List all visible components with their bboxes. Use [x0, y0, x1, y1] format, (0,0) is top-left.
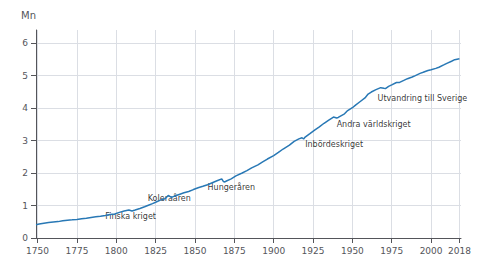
svg-text:5: 5 — [22, 71, 28, 81]
svg-text:1975: 1975 — [380, 246, 403, 256]
svg-text:1925: 1925 — [302, 246, 325, 256]
svg-text:Andra världskriget: Andra världskriget — [337, 120, 411, 129]
svg-text:Finska kriget: Finska kriget — [105, 212, 156, 221]
svg-text:1950: 1950 — [341, 246, 364, 256]
svg-text:1750: 1750 — [26, 246, 49, 256]
svg-text:1800: 1800 — [105, 246, 128, 256]
svg-text:4: 4 — [22, 103, 28, 113]
svg-text:2018: 2018 — [448, 246, 471, 256]
svg-text:6: 6 — [22, 38, 28, 48]
svg-text:3: 3 — [22, 136, 28, 146]
svg-text:Utvandring till Sverige: Utvandring till Sverige — [378, 94, 468, 103]
svg-text:2: 2 — [22, 168, 28, 178]
svg-text:Mn: Mn — [21, 10, 36, 21]
svg-text:Inbördeskriget: Inbördeskriget — [305, 140, 363, 149]
svg-text:1: 1 — [22, 201, 28, 211]
svg-text:2000: 2000 — [420, 246, 443, 256]
svg-text:0: 0 — [22, 233, 28, 243]
svg-text:Hungeråren: Hungeråren — [208, 182, 255, 192]
svg-text:Koleraåren: Koleraåren — [148, 193, 191, 203]
svg-text:1875: 1875 — [223, 246, 246, 256]
svg-text:1825: 1825 — [144, 246, 167, 256]
svg-text:1850: 1850 — [184, 246, 207, 256]
svg-text:1900: 1900 — [262, 246, 285, 256]
svg-text:1775: 1775 — [65, 246, 88, 256]
